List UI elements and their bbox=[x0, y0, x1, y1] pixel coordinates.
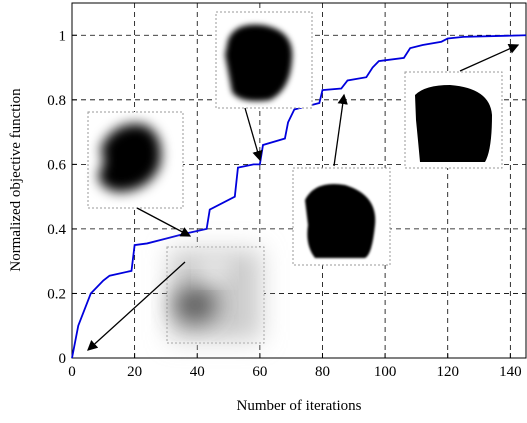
x-axis-label: Number of iterations bbox=[237, 398, 362, 414]
y-tick-label: 0.8 bbox=[47, 93, 66, 109]
x-tick-label: 80 bbox=[315, 364, 330, 380]
y-tick-label: 0.4 bbox=[47, 222, 66, 238]
chart: 0 20 40 60 80 100 120 140 0 0.2 0.4 0.6 0.8 1 Number … bbox=[0, 0, 527, 418]
x-tick-label: 120 bbox=[436, 364, 459, 380]
y-tick-label: 0.2 bbox=[47, 286, 66, 302]
x-tick-label: 20 bbox=[127, 364, 142, 380]
y-tick-label: 1 bbox=[59, 28, 67, 44]
x-tick-label: 60 bbox=[252, 364, 267, 380]
x-tick-label: 40 bbox=[190, 364, 205, 380]
x-tick-label: 100 bbox=[374, 364, 397, 380]
y-tick-label: 0.6 bbox=[47, 157, 66, 173]
x-tick-label: 140 bbox=[499, 364, 522, 380]
x-tick-label: 0 bbox=[68, 364, 76, 380]
y-axis-label: Normalized objective function bbox=[8, 88, 24, 272]
y-tick-label: 0 bbox=[59, 351, 67, 367]
